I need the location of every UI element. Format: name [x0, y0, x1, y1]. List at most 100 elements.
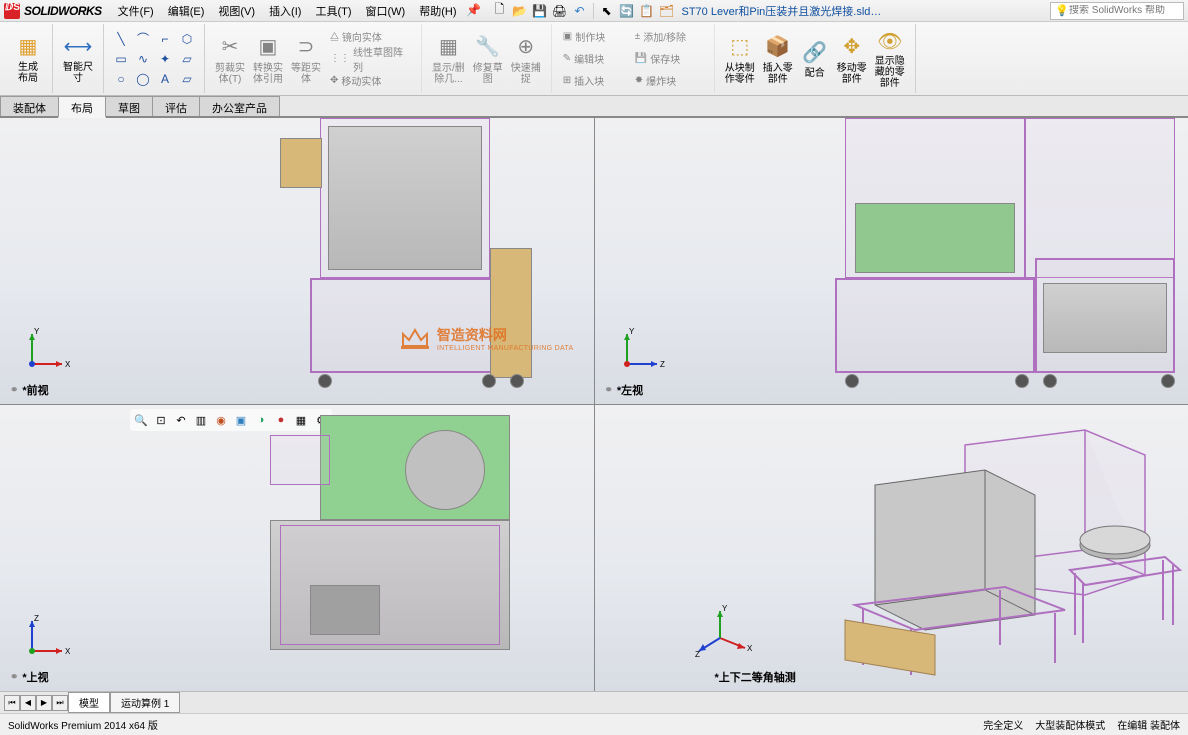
create-layout-button[interactable]: ▦ 生成 布局	[10, 26, 46, 90]
document-title: ST70 Lever和Pin压装并且激光焊接.slda...	[682, 3, 882, 19]
quick-snap-button[interactable]: ⊕ 快速捕 捉	[507, 27, 545, 91]
add-remove-button[interactable]: ±添加/移除	[632, 27, 706, 47]
show-delete-button[interactable]: ▦ 显示/删 除几...	[428, 27, 469, 91]
coordinate-triad: ZY	[615, 326, 665, 376]
settings-icon[interactable]: 🗂	[658, 2, 676, 20]
search-bulb-icon: 💡	[1055, 4, 1069, 17]
insert-part-button[interactable]: 📦 插入零 部件	[759, 27, 797, 91]
line-icon[interactable]: ╲	[112, 30, 130, 48]
move-part-button[interactable]: ✥ 移动零 部件	[833, 27, 871, 91]
ribbon-group-display: ▦ 显示/删 除几... 🔧 修复草 图 ⊕ 快速捕 捉	[422, 24, 552, 93]
save-block-button[interactable]: 💾保存块	[632, 49, 706, 69]
menu-view[interactable]: 视图(V)	[212, 1, 261, 21]
circle-icon[interactable]: ○	[112, 70, 130, 88]
menu-window[interactable]: 窗口(W)	[360, 1, 412, 21]
menu-insert[interactable]: 插入(I)	[263, 1, 307, 21]
svg-text:X: X	[65, 360, 70, 369]
move-icon: ✥	[330, 75, 338, 86]
view-orient-icon[interactable]: ◉	[212, 411, 230, 429]
coordinate-triad: XY	[20, 326, 70, 376]
repair-icon: 🔧	[474, 33, 502, 61]
from-block-button[interactable]: ⬚ 从块制 作零件	[721, 27, 759, 91]
svg-text:Y: Y	[722, 604, 728, 613]
explode-block-button[interactable]: ✸爆炸块	[632, 71, 706, 91]
show-delete-icon: ▦	[434, 33, 462, 61]
show-hide-button[interactable]: 👁 显示隐 藏的零 部件	[871, 27, 909, 91]
search-input[interactable]	[1069, 5, 1179, 16]
insert-block-button[interactable]: ⊞插入块	[560, 71, 628, 91]
quick-access-toolbar: 🗋 📂 💾 🖨 ↶ ⬉ 🔄 📋 🗂	[491, 2, 676, 20]
layout-icon: ▦	[14, 32, 42, 60]
undo-icon[interactable]: ↶	[571, 2, 589, 20]
convert-button[interactable]: ▣ 转换实 体引用	[249, 27, 287, 91]
rebuild-icon[interactable]: 🔄	[618, 2, 636, 20]
tab-first-icon[interactable]: ⏮	[4, 695, 20, 711]
make-block-button[interactable]: ▣制作块	[560, 27, 628, 47]
offset-icon: ⊃	[292, 33, 320, 61]
slot-icon[interactable]: ▱	[178, 50, 196, 68]
viewport-left[interactable]: ZY ⚭ *左视	[595, 118, 1188, 404]
arc-icon[interactable]: ⌒	[134, 30, 152, 48]
tab-assembly[interactable]: 装配体	[0, 96, 59, 116]
ribbon-group-blocks: ▣制作块 ✎编辑块 ⊞插入块 ±添加/移除 💾保存块 ✸爆炸块	[552, 24, 715, 93]
text-icon[interactable]: A	[156, 70, 174, 88]
plane-icon[interactable]: ▱	[178, 70, 196, 88]
fillet-icon[interactable]: ⌐	[156, 30, 174, 48]
tab-next-icon[interactable]: ▶	[36, 695, 52, 711]
open-icon[interactable]: 📂	[511, 2, 529, 20]
print-icon[interactable]: 🖨	[551, 2, 569, 20]
menu-tools[interactable]: 工具(T)	[309, 1, 357, 21]
mate-button[interactable]: 🔗 配合	[797, 27, 833, 91]
rect-icon[interactable]: ▭	[112, 50, 130, 68]
polygon-icon[interactable]: ⬡	[178, 30, 196, 48]
viewport-front[interactable]: XY ⚭ *前视 智造资料网 INTELLIGENT MANUFACTURING…	[0, 118, 594, 404]
spline-icon[interactable]: ∿	[134, 50, 152, 68]
tab-evaluate[interactable]: 评估	[152, 96, 200, 116]
coordinate-triad: XZ	[20, 613, 70, 663]
tab-layout[interactable]: 布局	[58, 96, 106, 118]
link-icon: ⚭	[10, 672, 18, 683]
menu-pin-icon[interactable]: 📌	[465, 1, 483, 19]
offset-button[interactable]: ⊃ 等距实 体	[287, 27, 325, 91]
svg-text:X: X	[65, 647, 70, 656]
viewport-isometric[interactable]: XYZ *上下二等角轴测	[595, 405, 1188, 691]
menu-file[interactable]: 文件(F)	[112, 1, 160, 21]
tab-office[interactable]: 办公室产品	[199, 96, 280, 116]
from-block-icon: ⬚	[726, 33, 754, 61]
edit-block-icon: ✎	[563, 53, 571, 64]
viewport-label: ⚭ *左视	[605, 382, 644, 398]
tab-prev-icon[interactable]: ◀	[20, 695, 36, 711]
select-icon[interactable]: ⬉	[598, 2, 616, 20]
watermark-icon	[399, 322, 431, 354]
smart-dimension-button[interactable]: ⟷ 智能尺 寸	[59, 26, 97, 90]
viewport-top[interactable]: 🔍 ⊡ ↶ ▥ ◉ ▣ ◑ ● ▦ ⚙ XZ ⚭ *上视	[0, 405, 594, 691]
prev-view-icon[interactable]: ↶	[172, 411, 190, 429]
tab-motion-study[interactable]: 运动算例 1	[110, 692, 180, 713]
zoom-area-icon[interactable]: ⊡	[152, 411, 170, 429]
tab-model[interactable]: 模型	[68, 692, 110, 713]
tab-sketch[interactable]: 草图	[105, 96, 153, 116]
status-editing: 在编辑 装配体	[1117, 717, 1180, 732]
section-icon[interactable]: ▥	[192, 411, 210, 429]
edit-block-button[interactable]: ✎编辑块	[560, 49, 628, 69]
pattern-button[interactable]: ⋮⋮线性草图阵列	[327, 49, 413, 69]
svg-text:X: X	[747, 644, 753, 653]
trim-button[interactable]: ✂ 剪裁实 体(T)	[211, 27, 249, 91]
ellipse-icon[interactable]: ◯	[134, 70, 152, 88]
tab-last-icon[interactable]: ⏭	[52, 695, 68, 711]
options-icon[interactable]: 📋	[638, 2, 656, 20]
svg-text:Y: Y	[629, 327, 635, 336]
help-search[interactable]: 💡	[1050, 2, 1184, 20]
zoom-fit-icon[interactable]: 🔍	[132, 411, 150, 429]
menu-help[interactable]: 帮助(H)	[413, 1, 462, 21]
point-icon[interactable]: ✦	[156, 50, 174, 68]
save-icon[interactable]: 💾	[531, 2, 549, 20]
move-button[interactable]: ✥移动实体	[327, 71, 413, 91]
link-icon: ⚭	[605, 385, 613, 396]
new-icon[interactable]: 🗋	[491, 2, 509, 20]
pattern-icon: ⋮⋮	[330, 53, 350, 64]
repair-sketch-button[interactable]: 🔧 修复草 图	[469, 27, 507, 91]
menu-edit[interactable]: 编辑(E)	[162, 1, 211, 21]
save-block-icon: 💾	[635, 53, 647, 64]
menu-bar: 文件(F) 编辑(E) 视图(V) 插入(I) 工具(T) 窗口(W) 帮助(H…	[112, 1, 483, 21]
